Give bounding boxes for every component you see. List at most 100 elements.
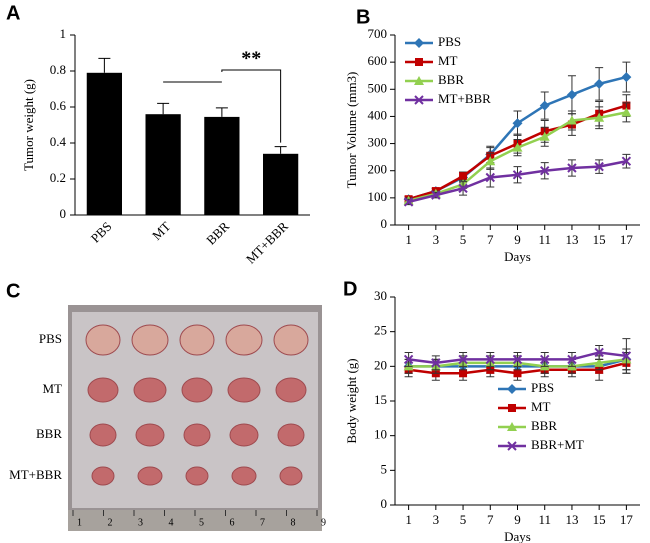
- legend-marker: [508, 404, 516, 412]
- legend-marker: [507, 384, 517, 394]
- tumor: [227, 377, 261, 403]
- point: [566, 115, 577, 125]
- legend-label: PBS: [531, 380, 554, 395]
- tumor-photo: [68, 305, 322, 531]
- y-tick-label: 0.8: [50, 62, 66, 77]
- point: [621, 156, 632, 166]
- y-tick-label: 200: [368, 162, 388, 177]
- error-bar: [98, 57, 111, 73]
- x-tick-label: 3: [433, 232, 440, 247]
- x-tick-label: 1: [405, 512, 412, 527]
- legend-label: BBR: [531, 418, 557, 433]
- legend-label: BBR: [438, 72, 464, 87]
- bar: [263, 153, 299, 215]
- ruler-label: 1: [77, 517, 82, 528]
- row-label: MT+BBR: [9, 467, 62, 482]
- x-tick-label: 17: [620, 512, 634, 527]
- y-tick-label: 0.4: [50, 134, 67, 149]
- tumor: [85, 324, 121, 356]
- x-axis-label: Days: [504, 249, 531, 264]
- x-tick-label: 7: [487, 512, 494, 527]
- tumor: [179, 324, 215, 356]
- y-axis-label: Body weight (g): [344, 358, 359, 443]
- point: [513, 369, 522, 378]
- ruler-label: 5: [199, 517, 204, 528]
- x-tick-label: 11: [538, 232, 551, 247]
- bar: [145, 114, 181, 215]
- x-axis-label: Days: [504, 529, 531, 543]
- tumor: [135, 423, 165, 447]
- y-tick-label: 100: [368, 189, 388, 204]
- point: [431, 358, 441, 368]
- point: [512, 142, 523, 152]
- point: [540, 354, 550, 365]
- panel-label: C: [6, 280, 20, 302]
- ruler-label: 8: [291, 517, 296, 528]
- ruler-label: 2: [108, 517, 113, 528]
- row-label: MT: [43, 381, 63, 396]
- tumor: [91, 466, 115, 486]
- tumor: [225, 324, 263, 356]
- error-bar: [215, 107, 228, 117]
- x-tick-label: 17: [620, 232, 634, 247]
- point: [512, 170, 523, 180]
- y-tick-label: 30: [374, 288, 387, 303]
- x-tick-label: 5: [460, 232, 467, 247]
- point: [403, 354, 414, 365]
- point: [567, 354, 577, 365]
- x-tick-label: BBR: [203, 218, 232, 247]
- point: [539, 100, 550, 111]
- y-tick-label: 1: [60, 26, 67, 41]
- y-tick-label: 5: [381, 461, 388, 476]
- y-tick-label: 20: [374, 357, 387, 372]
- x-tick-label: 11: [538, 512, 551, 527]
- tumor: [133, 377, 167, 403]
- y-tick-label: 0: [381, 496, 388, 511]
- point: [403, 197, 414, 207]
- tumor: [183, 423, 211, 447]
- y-axis-label: Tumor weight (g): [21, 79, 36, 171]
- legend-marker: [415, 58, 423, 66]
- ruler: [68, 510, 322, 531]
- legend-marker: [507, 422, 517, 431]
- point: [485, 172, 495, 183]
- point: [540, 166, 550, 176]
- tumor: [231, 466, 257, 486]
- tumor: [131, 324, 169, 356]
- point: [458, 354, 468, 365]
- point: [594, 161, 604, 172]
- x-tick-label: 7: [487, 232, 494, 247]
- point: [485, 156, 496, 166]
- ruler-label: 4: [169, 517, 174, 528]
- ruler-label: 6: [230, 517, 235, 528]
- row-label: BBR: [36, 426, 62, 441]
- tumor: [279, 466, 303, 486]
- bar: [204, 116, 240, 215]
- bracket: [221, 69, 282, 143]
- point: [594, 347, 604, 358]
- point: [458, 183, 468, 194]
- x-tick-label: 5: [460, 512, 467, 527]
- legend-marker: [507, 441, 517, 451]
- point: [621, 72, 632, 83]
- panel-label: D: [343, 278, 357, 300]
- tumor: [87, 377, 119, 403]
- x-tick-label: 15: [593, 512, 606, 527]
- y-axis-label: Tumor Volume (mm3): [344, 72, 359, 189]
- legend-marker: [414, 95, 424, 105]
- tumor: [181, 377, 213, 403]
- legend-label: MT+BBR: [438, 91, 491, 106]
- tumor: [275, 377, 307, 403]
- tumor: [185, 466, 209, 486]
- annotation: **: [241, 48, 261, 70]
- error-bar: [157, 102, 170, 115]
- ruler-label: 9: [321, 517, 326, 528]
- x-tick-label: MT+BBR: [243, 218, 291, 266]
- y-tick-label: 700: [368, 26, 388, 41]
- point: [566, 89, 577, 100]
- point: [512, 118, 523, 129]
- point: [594, 112, 605, 122]
- y-tick-label: 500: [368, 80, 388, 95]
- row-label: PBS: [39, 331, 62, 346]
- point: [512, 354, 523, 365]
